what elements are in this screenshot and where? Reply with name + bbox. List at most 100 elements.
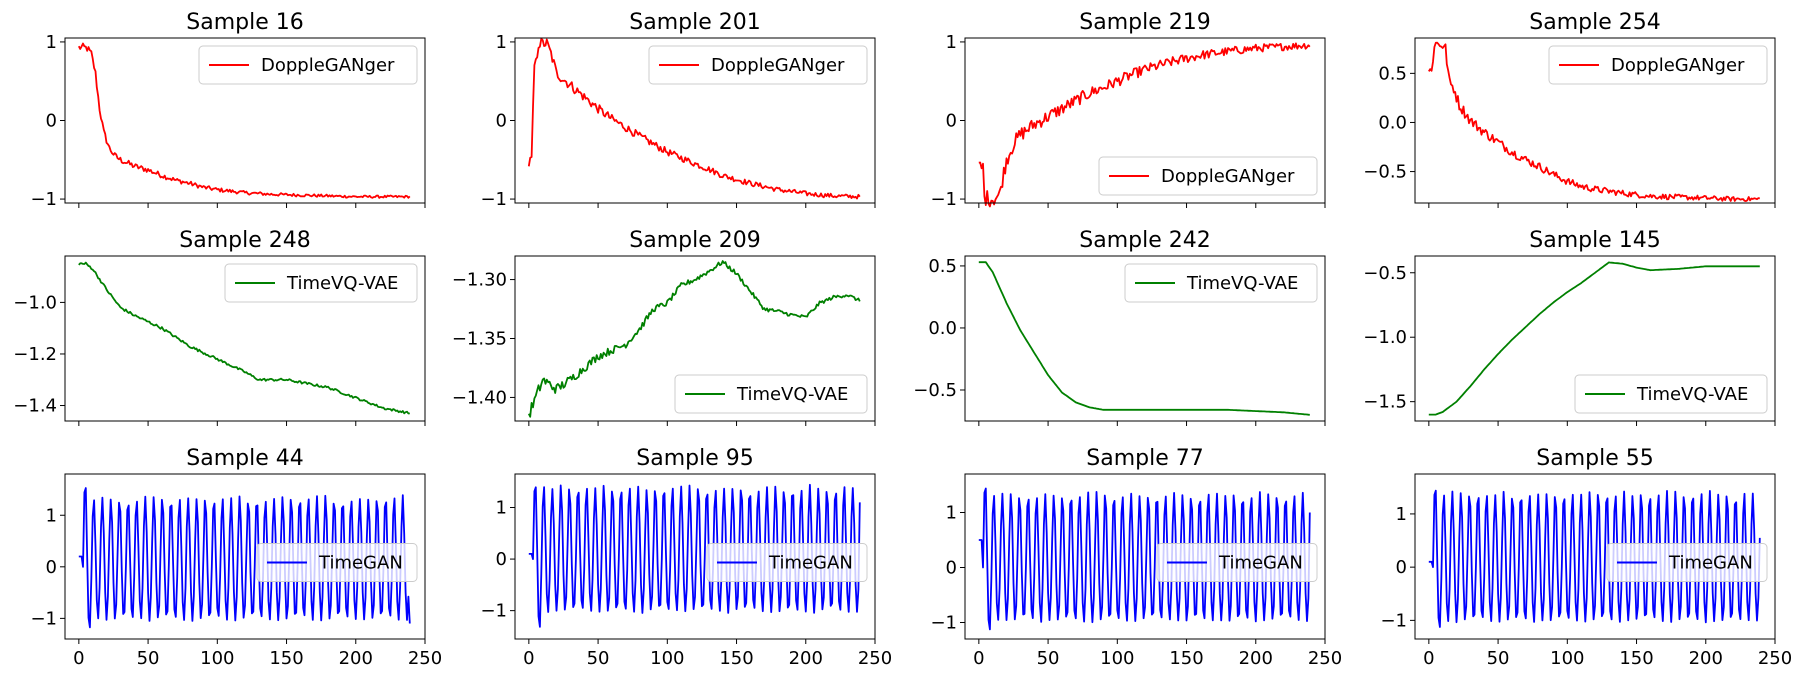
x-tick-label: 150: [1619, 648, 1653, 669]
x-tick-label: 100: [1550, 648, 1584, 669]
legend-label: DoppleGANger: [711, 55, 845, 76]
legend-label: TimeVQ-VAE: [1636, 384, 1748, 405]
y-tick-label: 1: [1396, 504, 1407, 525]
legend-label: TimeGAN: [318, 553, 403, 574]
x-tick-label: 250: [1758, 648, 1792, 669]
y-tick-label: −1.0: [13, 292, 57, 313]
subplot-title: Sample 44: [186, 446, 303, 471]
subplot-title: Sample 95: [636, 446, 753, 471]
y-tick-label: 0: [496, 111, 507, 132]
legend-label: TimeVQ-VAE: [736, 384, 848, 405]
series-line: [1428, 489, 1761, 628]
y-tick-label: −1: [480, 189, 507, 210]
legend: TimeGAN: [706, 543, 868, 582]
y-tick-label: −1: [480, 601, 507, 622]
legend: TimeVQ-VAE: [674, 374, 868, 414]
y-tick-label: −1.5: [1363, 392, 1407, 413]
y-tick-label: 0: [496, 549, 507, 570]
legend-box: [224, 263, 418, 303]
plot-frame: [1414, 473, 1776, 640]
legend: TimeGAN: [1156, 543, 1318, 582]
subplot: Sample 219 1 0 −1 DoppleGANger: [930, 10, 1326, 210]
x-tick-label: 200: [1239, 648, 1273, 669]
y-tick-label: −1.35: [452, 329, 507, 350]
y-tick-label: −0.5: [1363, 162, 1407, 183]
subplot-title: Sample 145: [1529, 228, 1660, 253]
subplot-title: Sample 201: [629, 10, 760, 35]
y-tick-label: −1.4: [13, 396, 57, 417]
x-tick-label: 100: [1100, 648, 1134, 669]
legend-label: TimeGAN: [1668, 553, 1753, 574]
legend: TimeGAN: [1606, 543, 1768, 582]
x-tick-label: 50: [137, 648, 160, 669]
plot-frame: [1414, 255, 1776, 422]
subplot-title: Sample 209: [629, 228, 760, 253]
subplot: Sample 55 1 0 −1 0 50 100 150 200 250 TimeGAN: [1380, 446, 1792, 669]
y-tick-label: −1.30: [452, 270, 507, 291]
y-tick-label: −1: [30, 189, 57, 210]
plot-frame: [1414, 37, 1776, 204]
legend-label: DoppleGANger: [261, 55, 395, 76]
subplot: Sample 209 −1.30 −1.35 −1.40 TimeVQ-VAE: [452, 228, 876, 426]
subplot: Sample 44 1 0 −1 0 50 100 150 200 250 TimeGAN: [30, 446, 442, 669]
x-tick-label: 100: [650, 648, 684, 669]
x-tick-label: 200: [789, 648, 823, 669]
series-line: [978, 487, 1311, 631]
y-tick-label: 0: [946, 111, 957, 132]
x-tick-label: 50: [587, 648, 610, 669]
legend-box: [1156, 543, 1318, 582]
legend-label: DoppleGANger: [1161, 166, 1295, 187]
legend-label: DoppleGANger: [1611, 55, 1745, 76]
x-tick-label: 0: [1423, 648, 1434, 669]
y-tick-label: 0: [1396, 557, 1407, 578]
x-tick-label: 250: [1308, 648, 1342, 669]
subplot-title: Sample 242: [1079, 228, 1210, 253]
legend-box: [1574, 374, 1768, 414]
legend: TimeGAN: [256, 543, 418, 582]
subplot-title: Sample 55: [1536, 446, 1653, 471]
subplot: Sample 16 1 0 −1 DoppleGANger: [30, 10, 426, 210]
y-tick-label: 1: [46, 32, 57, 53]
subplot: Sample 254 0.5 0.0 −0.5 DoppleGANger: [1363, 10, 1776, 208]
y-tick-label: 0: [46, 111, 57, 132]
legend-label: TimeVQ-VAE: [1186, 273, 1298, 294]
y-tick-label: 1: [496, 498, 507, 519]
y-tick-label: −0.5: [1363, 263, 1407, 284]
subplot-title: Sample 77: [1086, 446, 1203, 471]
legend: TimeVQ-VAE: [1574, 374, 1768, 414]
y-tick-label: 1: [946, 503, 957, 524]
y-tick-label: −1: [930, 189, 957, 210]
series-line: [78, 261, 410, 415]
x-tick-label: 250: [858, 648, 892, 669]
y-tick-label: −1: [30, 608, 57, 629]
subplot-title: Sample 254: [1529, 10, 1660, 35]
y-tick-label: −0.5: [913, 380, 957, 401]
legend: TimeVQ-VAE: [1124, 263, 1318, 303]
x-tick-label: 200: [339, 648, 373, 669]
x-tick-label: 150: [1169, 648, 1203, 669]
y-tick-label: 0.5: [1378, 63, 1407, 84]
legend-label: TimeVQ-VAE: [286, 273, 398, 294]
plot-frame: [964, 255, 1326, 422]
series-line: [978, 42, 1311, 208]
legend-box: [1098, 156, 1318, 196]
legend: DoppleGANger: [198, 45, 418, 85]
subplot: Sample 242 0.5 0.0 −0.5 TimeVQ-VAE: [913, 228, 1326, 426]
subplot: Sample 201 1 0 −1 DoppleGANger: [480, 10, 876, 210]
y-tick-label: −1.40: [452, 387, 507, 408]
series-line: [1428, 41, 1760, 202]
y-tick-label: 1: [946, 32, 957, 53]
legend: DoppleGANger: [1098, 156, 1318, 196]
plot-frame: [514, 473, 876, 640]
x-tick-label: 150: [719, 648, 753, 669]
series-line: [978, 261, 1310, 416]
subplot: Sample 95 1 0 −1 0 50 100 150 200 250 TimeGAN: [480, 446, 892, 669]
x-tick-label: 50: [1037, 648, 1060, 669]
y-tick-label: −1.2: [13, 344, 57, 365]
series-line: [1428, 261, 1760, 416]
legend-box: [1124, 263, 1318, 303]
legend-box: [706, 543, 868, 582]
series-line: [527, 260, 861, 418]
x-tick-label: 150: [269, 648, 303, 669]
